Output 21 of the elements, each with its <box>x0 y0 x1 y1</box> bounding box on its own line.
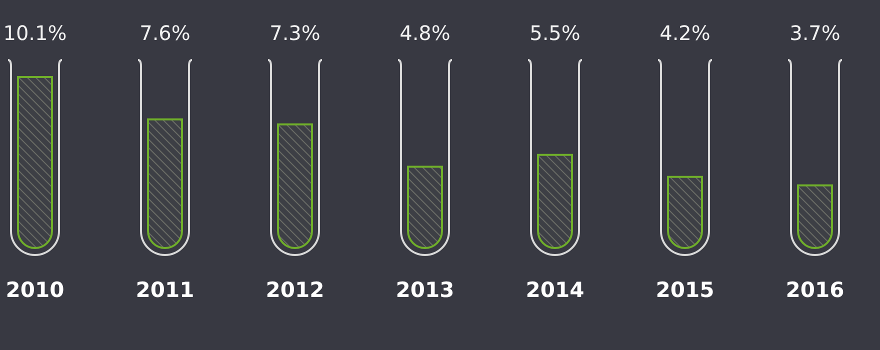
x-tick-label: 2015 <box>656 278 714 302</box>
data-label: 4.2% <box>660 21 710 45</box>
data-label: 4.8% <box>400 21 450 45</box>
bar <box>407 166 443 249</box>
bar <box>17 76 53 249</box>
data-label: 10.1% <box>3 21 67 45</box>
bar <box>667 176 703 249</box>
x-tick-label: 2010 <box>6 278 64 302</box>
x-tick-label: 2014 <box>526 278 584 302</box>
data-label: 7.3% <box>270 21 320 45</box>
bar <box>277 123 313 249</box>
x-tick-label: 2013 <box>396 278 454 302</box>
bar <box>147 118 183 249</box>
x-tick-label: 2011 <box>136 278 194 302</box>
x-tick-label: 2016 <box>786 278 844 302</box>
data-label: 5.5% <box>530 21 580 45</box>
x-tick-label: 2012 <box>266 278 324 302</box>
bar <box>537 154 573 249</box>
data-label: 3.7% <box>790 21 840 45</box>
bar <box>797 184 833 249</box>
data-label: 7.6% <box>140 21 190 45</box>
